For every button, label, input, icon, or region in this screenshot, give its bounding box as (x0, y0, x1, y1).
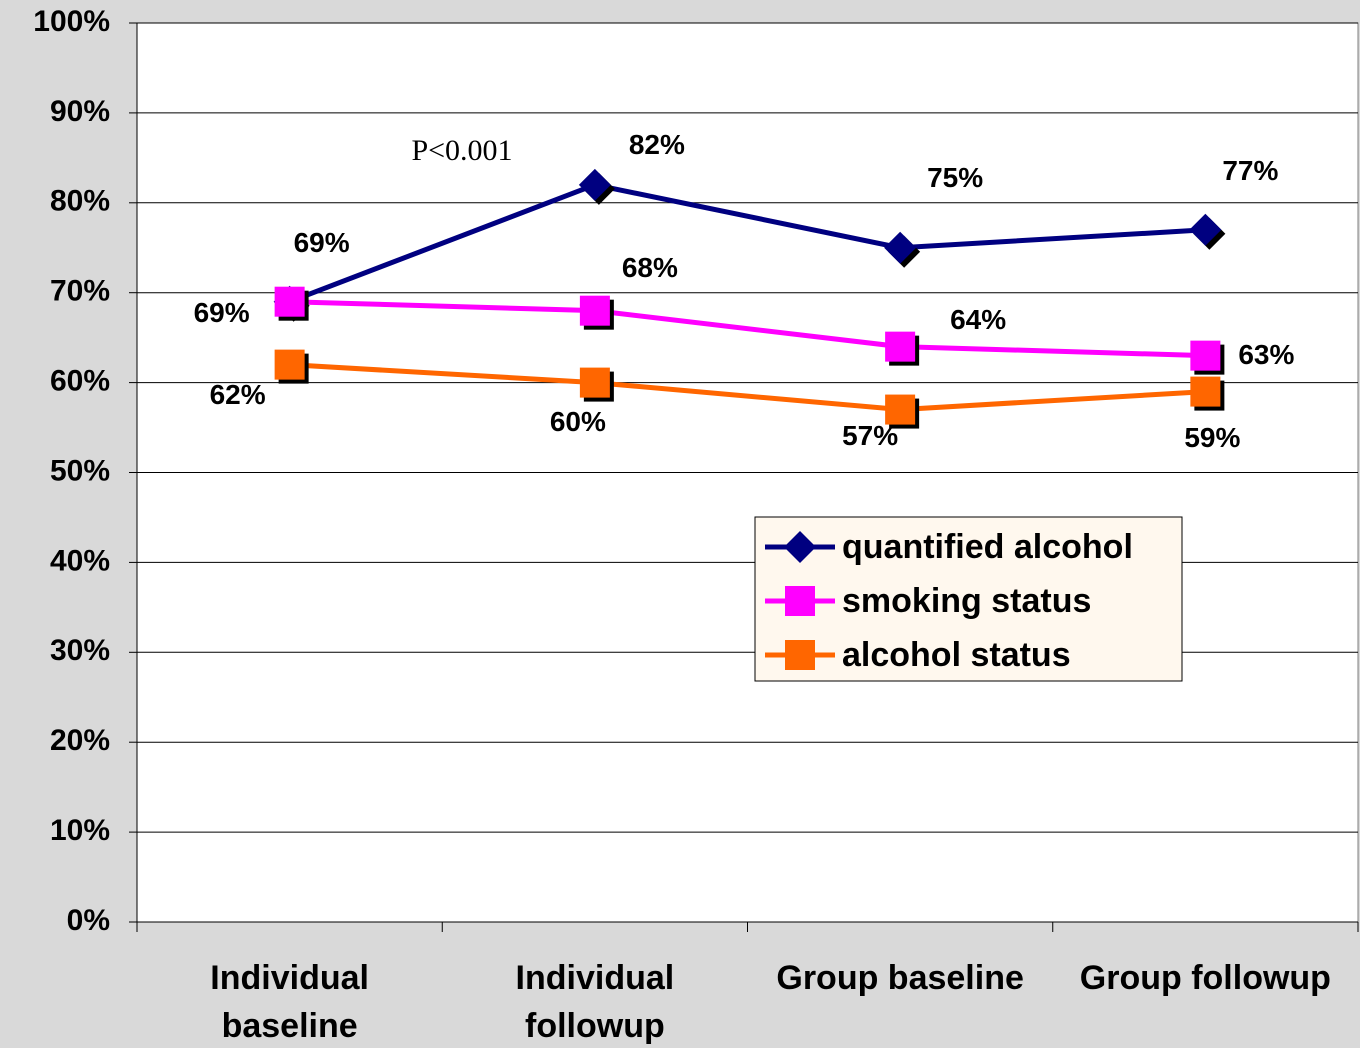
y-tick-label: 70% (50, 275, 110, 308)
series-line (289, 299, 1206, 359)
marker (1189, 213, 1222, 246)
marker (885, 394, 916, 425)
data-label: 57% (842, 420, 898, 451)
y-tick-label: 50% (50, 454, 110, 487)
marker (274, 349, 305, 380)
y-tick-label: 20% (50, 724, 110, 757)
marker (784, 531, 816, 563)
marker (1190, 376, 1221, 407)
y-tick-label: 80% (50, 185, 110, 218)
data-label: 69% (194, 297, 250, 328)
y-tick-label: 100% (33, 5, 110, 38)
legend: quantified alcohol smoking status alcohol … (754, 516, 1183, 682)
legend-label: smoking status (842, 582, 1091, 620)
y-tick-label: 0% (67, 904, 110, 937)
marker (579, 367, 610, 398)
marker (884, 231, 917, 264)
y-tick-label: 90% (50, 95, 110, 128)
legend-label: quantified alcohol (842, 528, 1133, 566)
data-label: 77% (1222, 155, 1278, 186)
data-label: 63% (1238, 339, 1294, 370)
data-label: 62% (210, 379, 266, 410)
data-label: 64% (950, 304, 1006, 335)
x-tick-label: Group followup (1080, 959, 1331, 997)
data-label: 68% (622, 252, 678, 283)
annotation: P<0.001 (411, 134, 512, 167)
marker (885, 331, 916, 362)
y-tick-label: 30% (50, 634, 110, 667)
y-tick-label: 10% (50, 814, 110, 847)
data-label: 82% (629, 129, 685, 160)
x-tick-label: Group baseline (776, 959, 1024, 997)
data-label: 75% (927, 162, 983, 193)
marker (579, 295, 610, 326)
data-label: 60% (550, 406, 606, 437)
data-label: 69% (294, 227, 350, 258)
marker (274, 286, 305, 317)
marker (578, 168, 611, 201)
y-tick-label: 60% (50, 365, 110, 398)
x-tick-label: Individual baseline (210, 959, 369, 1045)
marker (785, 640, 815, 670)
series-line (288, 182, 1206, 305)
y-tick-label: 40% (50, 544, 110, 577)
legend-label: alcohol status (842, 636, 1071, 674)
marker (785, 586, 815, 616)
marker (1190, 340, 1221, 371)
data-label: 59% (1184, 422, 1240, 453)
x-tick-label: Individual followup (516, 959, 675, 1045)
series-line (289, 362, 1206, 413)
